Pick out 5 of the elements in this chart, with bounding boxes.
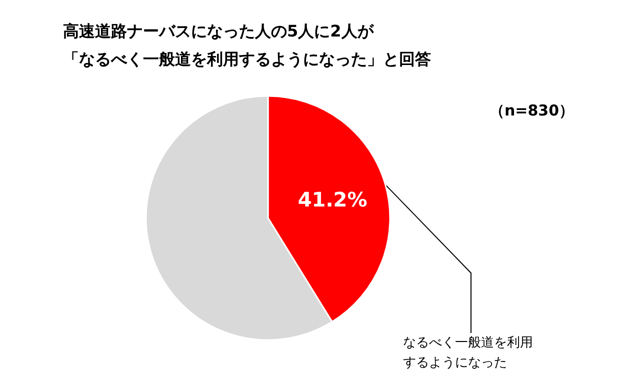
- slice-label: なるべく一般道を利用するようになった: [403, 336, 533, 370]
- chart-title: 高速道路ナーバスになった人の5人に2人が: [63, 22, 374, 40]
- text: （n=830）: [489, 102, 574, 120]
- chart-subtitle: 「なるべく一般道を利用するようになった」と回答: [63, 50, 431, 68]
- data-label: 41.2%: [298, 188, 368, 212]
